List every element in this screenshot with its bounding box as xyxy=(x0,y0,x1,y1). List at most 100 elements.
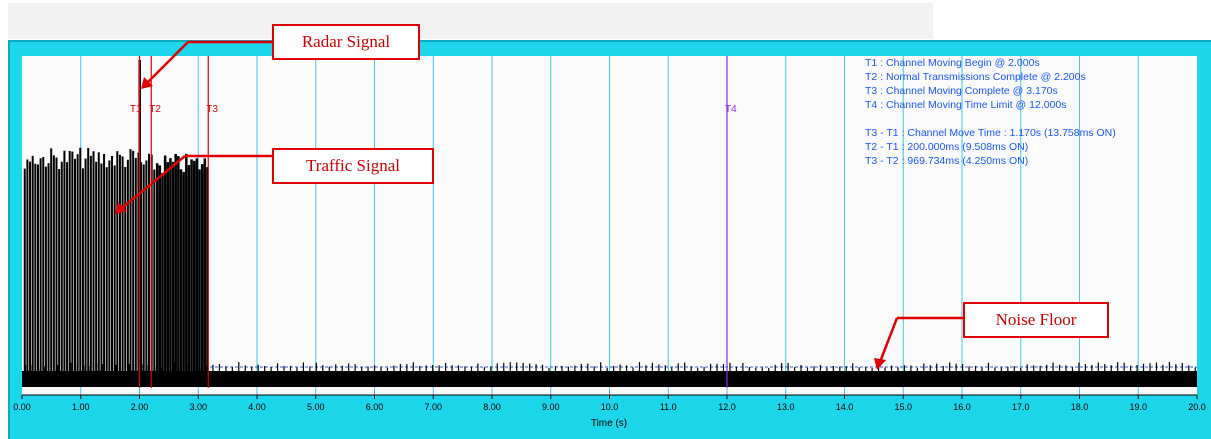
noise-spike xyxy=(218,363,221,371)
noise-spike xyxy=(296,367,298,371)
noise-spike xyxy=(587,363,589,371)
info-line: T2 : Normal Transmissions Complete @ 2.2… xyxy=(865,71,1086,83)
traffic-burst xyxy=(179,169,183,386)
noise-spike xyxy=(561,365,563,371)
traffic-burst xyxy=(171,161,175,386)
traffic-burst xyxy=(169,158,172,386)
noise-spike xyxy=(451,365,453,371)
noise-spike xyxy=(535,364,537,371)
noise-spike xyxy=(302,362,305,371)
x-tick-label: 6.00 xyxy=(366,402,384,412)
traffic-burst xyxy=(116,151,119,386)
noise-spike xyxy=(1155,362,1158,371)
noise-spike xyxy=(871,367,873,371)
traffic-burst xyxy=(121,156,124,386)
traffic-burst xyxy=(192,160,196,386)
noise-spike xyxy=(1117,362,1119,371)
noise-spike xyxy=(806,367,809,371)
noise-spike xyxy=(742,363,744,371)
noise-spike xyxy=(942,365,944,371)
noise-spike xyxy=(768,367,770,371)
noise-spike xyxy=(1052,362,1054,371)
traffic-burst xyxy=(111,155,114,386)
noise-spike xyxy=(264,366,266,371)
traffic-burst xyxy=(73,158,76,386)
traffic-burst xyxy=(89,155,92,386)
x-axis-ticks: 0.00 1.00 2.00 3.00 4.00 5.00 6.00 7.00 8.00 9.00… xyxy=(13,394,1206,412)
noise-spike xyxy=(755,367,757,371)
noise-spike xyxy=(619,364,621,371)
traffic-arrow-shaft xyxy=(121,155,186,209)
noise-spike xyxy=(923,363,925,371)
radar-arrow-shaft xyxy=(146,41,189,84)
noise-spike xyxy=(373,365,376,371)
x-tick-label: 20.0 xyxy=(1188,402,1206,412)
traffic-burst xyxy=(177,156,180,386)
traffic-burst xyxy=(29,161,32,386)
noise-spike xyxy=(309,366,311,371)
noise-spike xyxy=(839,366,841,371)
noise-spike xyxy=(884,367,886,371)
noise-spike xyxy=(522,362,524,371)
noise-spike xyxy=(638,362,641,371)
noise-spike xyxy=(412,362,414,371)
noise-spike xyxy=(832,365,834,371)
traffic-burst xyxy=(108,160,111,386)
noise-spike xyxy=(399,363,401,371)
noise-spike xyxy=(509,362,511,371)
noise-spike xyxy=(852,363,854,371)
noise-spike xyxy=(244,365,246,371)
traffic-burst xyxy=(84,158,87,386)
marker-label-t3: T3 xyxy=(206,104,218,115)
traffic-burst xyxy=(126,159,129,386)
noise-spike xyxy=(115,365,117,371)
noise-spike xyxy=(276,363,279,371)
traffic-burst xyxy=(42,157,45,386)
traffic-arrowhead xyxy=(115,202,127,214)
noise-arrow-shaft xyxy=(878,317,899,363)
traffic-burst xyxy=(76,154,79,386)
noise-spike xyxy=(897,367,899,371)
x-tick-label: 8.00 xyxy=(483,402,501,412)
noise-spike xyxy=(1058,364,1061,371)
noise-spike xyxy=(57,364,59,371)
info-line: T3 - T1 : Channel Move Time : 1.170s (13… xyxy=(865,127,1116,139)
noise-spike xyxy=(716,363,718,371)
noise-spike xyxy=(516,362,518,371)
traffic-burst xyxy=(52,155,55,386)
noise-spike xyxy=(554,366,557,371)
traffic-burst xyxy=(137,152,140,386)
noise-spike xyxy=(981,367,983,371)
marker-label-t1: T1 xyxy=(130,104,142,115)
noise-spike xyxy=(322,365,324,371)
noise-spike xyxy=(632,367,634,371)
traffic-burst xyxy=(134,157,137,386)
traffic-burst xyxy=(198,169,201,386)
noise-spike xyxy=(1084,364,1086,371)
noise-spike xyxy=(1123,362,1125,371)
noise-spike xyxy=(703,367,705,371)
noise-spike xyxy=(360,367,363,371)
noise-spike xyxy=(1162,364,1164,371)
noise-spike xyxy=(406,364,408,371)
noise-spike xyxy=(890,365,893,371)
info-line: T3 - T2 : 969.734ms (4.250ms ON) xyxy=(865,155,1028,167)
noise-spike xyxy=(1175,364,1177,371)
noise-spike xyxy=(684,362,686,371)
info-panel: T1 : Channel Moving Begin @ 2.000s T2 : N… xyxy=(865,57,1116,167)
noise-spike xyxy=(548,367,550,371)
noise-spike xyxy=(671,367,673,371)
noise-spike xyxy=(432,365,434,371)
noise-spike xyxy=(1142,363,1145,371)
x-tick-label: 10.0 xyxy=(601,402,619,412)
traffic-burst xyxy=(50,148,53,386)
noise-spike xyxy=(793,367,796,371)
traffic-burst xyxy=(71,151,74,386)
noise-spike xyxy=(529,363,531,371)
noise-spike xyxy=(477,363,479,371)
traffic-burst xyxy=(140,162,143,386)
noise-spike xyxy=(464,366,466,371)
noise-spike xyxy=(936,363,938,371)
noise-spike xyxy=(419,366,421,371)
noise-spike xyxy=(354,364,356,371)
